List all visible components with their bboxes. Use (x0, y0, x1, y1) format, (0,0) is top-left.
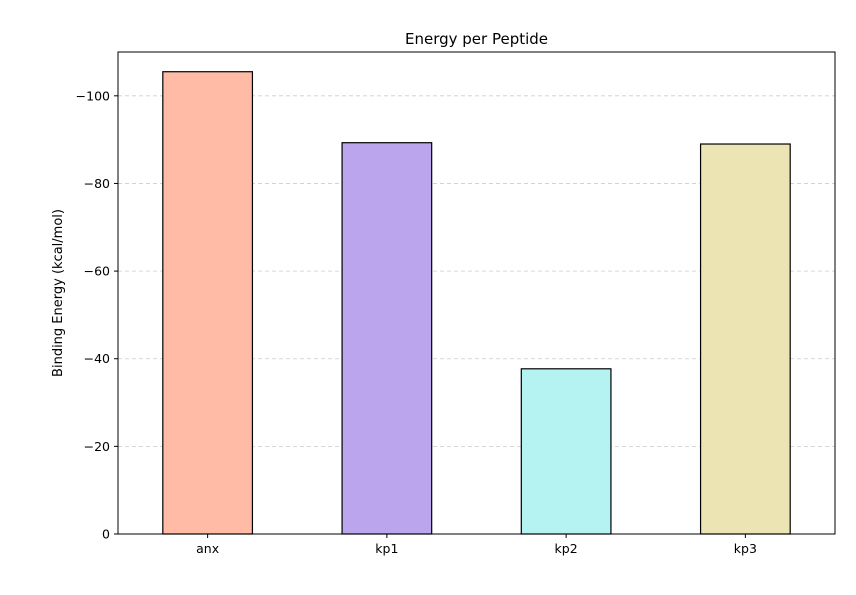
plot-frame (117, 51, 836, 535)
y-tick-label: −100 (76, 88, 110, 103)
bar-kp3 (699, 143, 791, 535)
x-tick-label: kp1 (375, 541, 398, 556)
x-tick-label: anx (196, 541, 219, 556)
bar-kp2 (520, 368, 612, 535)
y-tick-label: −80 (84, 176, 110, 191)
bar-kp1 (341, 142, 433, 535)
x-tick-label: kp3 (734, 541, 757, 556)
y-tick-label: −40 (84, 351, 110, 366)
bar-anx (162, 71, 254, 535)
chart-title: Energy per Peptide (405, 30, 548, 48)
y-tick-label: −20 (84, 439, 110, 454)
y-tick-label: −60 (84, 264, 110, 279)
x-tick-label: kp2 (555, 541, 578, 556)
y-axis-label: Binding Energy (kcal/mol) (51, 209, 66, 377)
y-tick-label: 0 (102, 527, 110, 542)
